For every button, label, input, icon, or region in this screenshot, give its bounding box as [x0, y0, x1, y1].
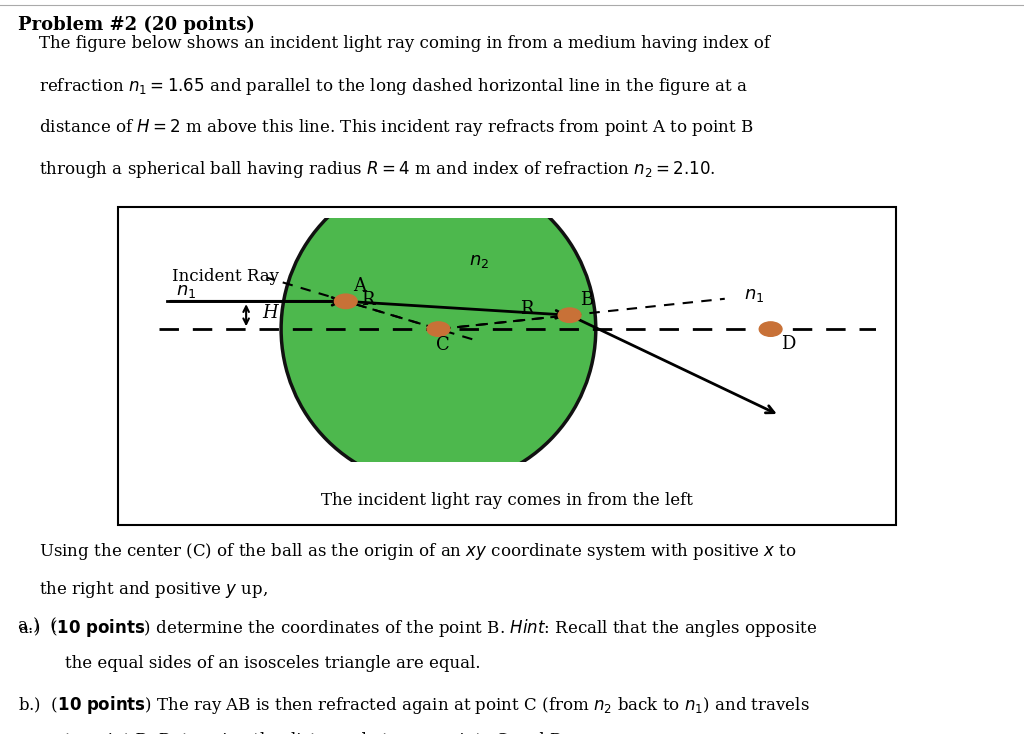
Text: H: H	[262, 304, 278, 322]
Text: a.)  ($\bf{10\ points}$) determine the coordinates of the point B. $\it{Hint}$: : a.) ($\bf{10\ points}$) determine the co…	[18, 617, 817, 639]
Text: A: A	[353, 277, 366, 295]
Text: the right and positive $y$ up,: the right and positive $y$ up,	[18, 579, 268, 600]
Circle shape	[558, 308, 581, 322]
Text: to point D. Determine the distance between points C and D.: to point D. Determine the distance betwe…	[65, 732, 567, 734]
Circle shape	[427, 322, 450, 336]
Text: R: R	[520, 299, 534, 318]
Text: refraction $n_1 = 1.65$ and parallel to the long dashed horizontal line in the f: refraction $n_1 = 1.65$ and parallel to …	[18, 76, 748, 98]
Text: a.)  (​​​​​​​​: a.) (​​​​​​​​	[18, 617, 57, 634]
Text: through a spherical ball having radius $R = 4$ m and index of refraction $n_2 = : through a spherical ball having radius $…	[18, 159, 716, 180]
Text: $n_2$: $n_2$	[469, 252, 489, 270]
Circle shape	[335, 294, 357, 308]
Text: distance of $H = 2$ m above this line. This incident ray refracts from point A t: distance of $H = 2$ m above this line. T…	[18, 117, 755, 139]
Text: Using the center (C) of the ball as the origin of an $xy$ coordinate system with: Using the center (C) of the ball as the …	[18, 541, 798, 562]
Text: B: B	[580, 291, 593, 309]
Text: $n_1$: $n_1$	[744, 286, 765, 304]
Ellipse shape	[282, 172, 596, 487]
Text: the equal sides of an isosceles triangle are equal.: the equal sides of an isosceles triangle…	[65, 655, 480, 672]
Circle shape	[759, 322, 782, 336]
Text: R: R	[361, 291, 375, 309]
Text: The incident light ray comes in from the left: The incident light ray comes in from the…	[321, 492, 693, 509]
Text: C: C	[436, 336, 450, 355]
Text: The figure below shows an incident light ray coming in from a medium having inde: The figure below shows an incident light…	[18, 35, 770, 52]
Text: D: D	[781, 335, 796, 352]
Text: Problem #2 (20 points): Problem #2 (20 points)	[18, 16, 255, 34]
Text: $n_1$: $n_1$	[176, 282, 197, 299]
Text: Incident Ray: Incident Ray	[172, 269, 279, 286]
Bar	[118, 207, 896, 525]
Text: b.)  ($\bf{10\ points}$) The ray AB is then refracted again at point C (from $n_: b.) ($\bf{10\ points}$) The ray AB is th…	[18, 694, 810, 716]
